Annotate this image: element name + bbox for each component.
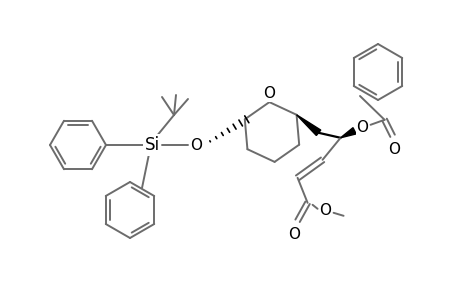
Text: O: O [263, 86, 275, 101]
Polygon shape [296, 115, 320, 136]
Text: O: O [190, 137, 202, 152]
Text: O: O [319, 203, 331, 218]
Text: O: O [388, 142, 400, 157]
Text: Si: Si [144, 136, 159, 154]
Polygon shape [340, 128, 355, 138]
Text: O: O [288, 227, 300, 242]
Text: O: O [356, 120, 368, 135]
